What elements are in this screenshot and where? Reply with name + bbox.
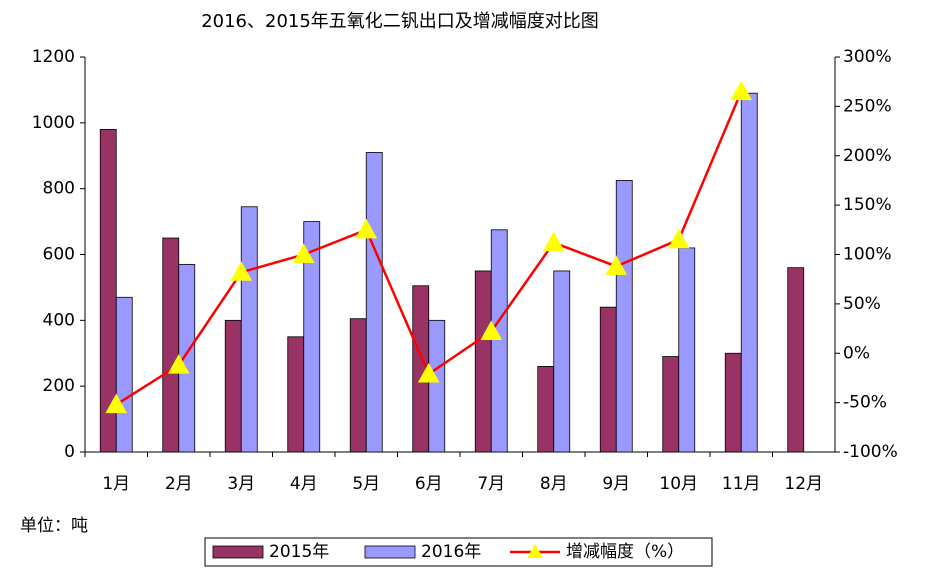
line-marker [730, 80, 753, 101]
x-tick-label: 8月 [540, 474, 568, 494]
y-tick-label: 1000 [32, 113, 75, 133]
y2-tick-label: 0% [843, 343, 870, 363]
bar [99, 129, 117, 453]
bar [349, 318, 367, 453]
y2-tick-label: 150% [843, 195, 892, 215]
bar [287, 336, 305, 453]
y2-tick-label: 50% [843, 294, 881, 314]
y2-tick-label: 250% [843, 96, 892, 116]
x-tick-label: 12月 [784, 474, 823, 494]
y-tick-label: 400 [43, 310, 75, 330]
bar [365, 152, 383, 453]
y2-tick-label: 300% [843, 47, 892, 67]
x-tick-label: 10月 [659, 474, 698, 494]
x-tick-label: 11月 [722, 474, 761, 494]
bar [724, 352, 742, 453]
x-tick-label: 1月 [102, 474, 130, 494]
line-marker [230, 261, 253, 281]
unit-label: 单位：吨 [20, 516, 88, 536]
bar [662, 356, 680, 453]
y2-tick-label: 200% [843, 146, 892, 166]
line-marker [667, 228, 690, 249]
chart-title: 2016、2015年五氧化二钒出口及增减幅度对比图 [201, 11, 599, 32]
line-marker [167, 354, 190, 374]
y-tick-label: 1200 [32, 47, 75, 67]
y2-tick-label: -50% [843, 393, 887, 413]
y-tick-label: 200 [43, 376, 75, 396]
bar [240, 206, 258, 453]
bar [428, 319, 446, 453]
bar [115, 296, 133, 453]
bar [490, 229, 508, 453]
line-marker [105, 393, 128, 414]
x-tick-label: 5月 [352, 474, 380, 494]
bar [224, 319, 242, 453]
bar [615, 180, 633, 453]
legend-label: 2015年 [269, 542, 329, 562]
legend-box [204, 537, 713, 567]
x-tick-label: 9月 [602, 474, 630, 494]
bar [162, 237, 180, 453]
y-tick-label: 800 [43, 179, 75, 199]
legend-label: 2016年 [421, 542, 481, 562]
legend-marker [527, 544, 543, 558]
bar [537, 366, 555, 453]
x-tick-label: 3月 [227, 474, 255, 494]
bar [678, 247, 696, 453]
bar [474, 270, 492, 453]
line-marker [605, 255, 628, 275]
bar [787, 267, 805, 453]
bar [303, 221, 321, 453]
y2-tick-label: -100% [843, 442, 898, 462]
x-tick-label: 4月 [290, 474, 318, 494]
bar [740, 92, 758, 453]
x-tick-label: 7月 [477, 474, 505, 494]
line-marker [355, 218, 378, 239]
bar [178, 263, 196, 453]
line-marker [480, 320, 503, 341]
y-tick-label: 600 [43, 245, 75, 265]
y2-tick-label: 100% [843, 245, 892, 265]
y-tick-label: 0 [64, 442, 75, 462]
bar [599, 306, 617, 453]
legend-label: 增减幅度（%） [566, 542, 684, 562]
x-tick-label: 2月 [165, 474, 193, 494]
line-marker [542, 231, 565, 252]
legend-swatch [212, 545, 264, 559]
bar [553, 270, 571, 453]
line-marker [292, 243, 315, 263]
x-tick-label: 6月 [415, 474, 443, 494]
legend-swatch [364, 545, 416, 559]
line-marker [417, 362, 440, 383]
